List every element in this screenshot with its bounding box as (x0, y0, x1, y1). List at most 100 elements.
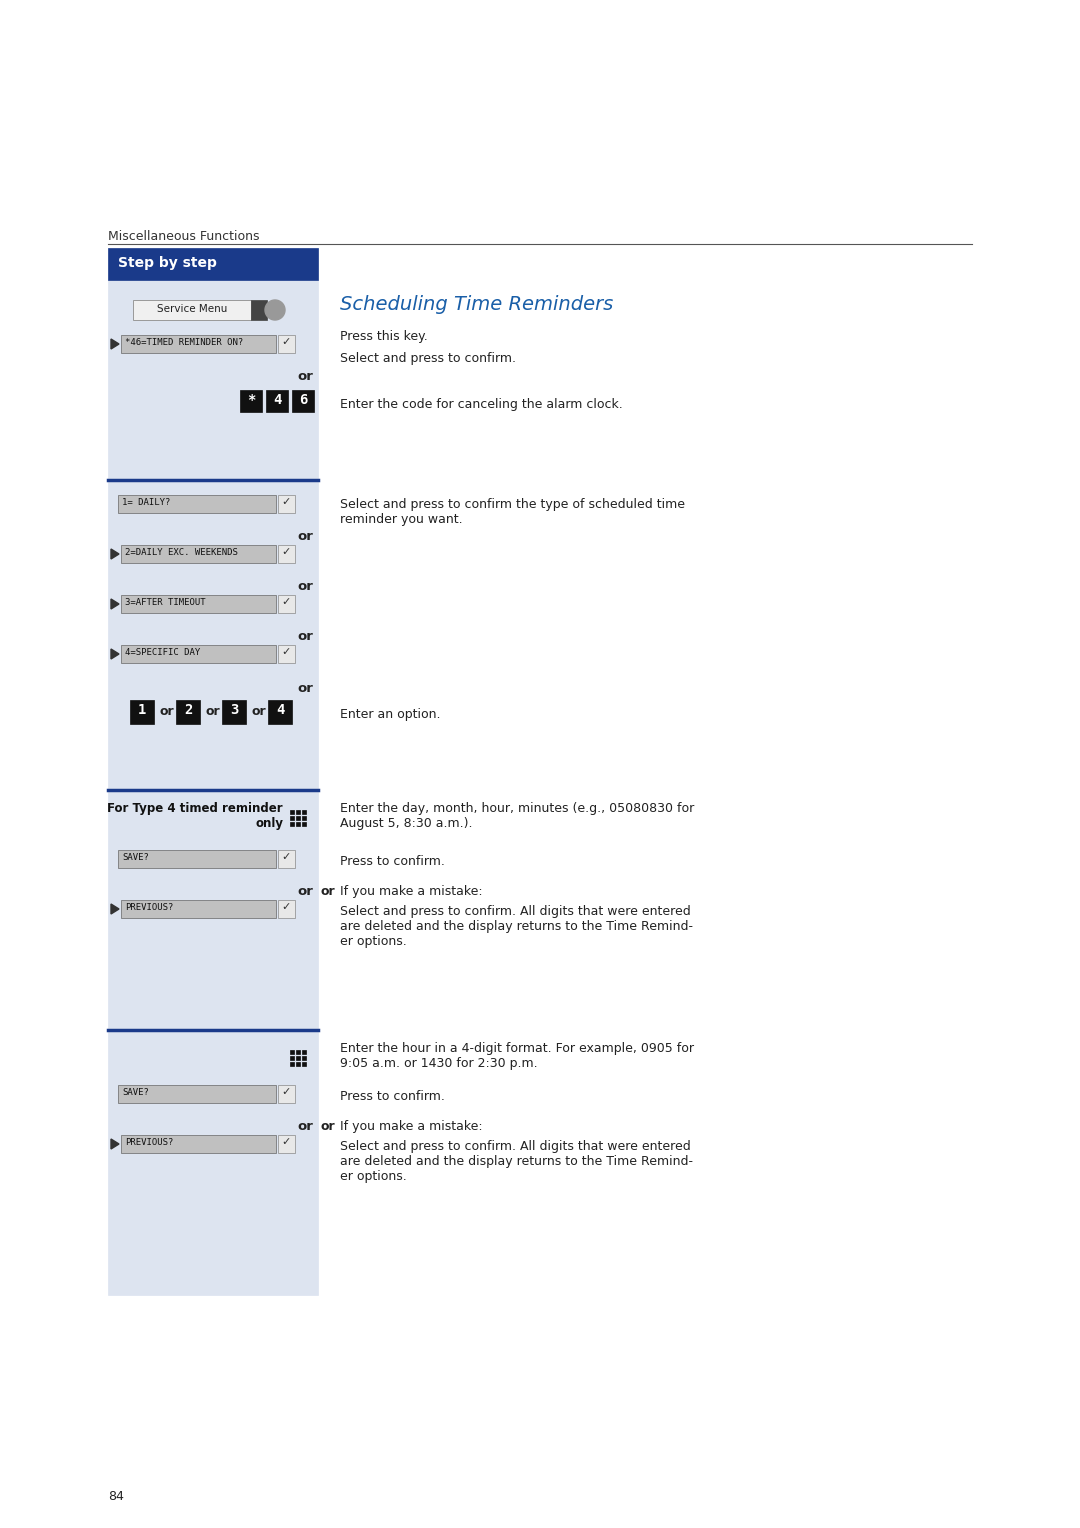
Text: or: or (252, 704, 267, 718)
Text: or: or (297, 630, 313, 643)
Text: ✓: ✓ (281, 497, 291, 507)
Text: or: or (297, 885, 313, 898)
Bar (108, 248, 318, 280)
Polygon shape (111, 599, 119, 610)
Text: Enter the hour in a 4-digit format. For example, 0905 for: Enter the hour in a 4-digit format. For … (340, 1042, 694, 1054)
Bar (133, 299, 251, 319)
Text: Step by step: Step by step (118, 257, 217, 270)
Text: only: only (255, 817, 283, 830)
Text: or: or (321, 1120, 335, 1132)
Text: *46=TIMED REMINDER ON?: *46=TIMED REMINDER ON? (125, 338, 243, 347)
Polygon shape (111, 649, 119, 659)
Text: Select and press to confirm. All digits that were entered: Select and press to confirm. All digits … (340, 1140, 691, 1154)
Bar (278, 850, 295, 868)
Text: er options.: er options. (340, 1170, 407, 1183)
Text: PREVIOUS?: PREVIOUS? (125, 903, 174, 912)
Text: 3=AFTER TIMEOUT: 3=AFTER TIMEOUT (125, 597, 205, 607)
Text: 4: 4 (275, 703, 284, 717)
Bar (108, 480, 318, 790)
Bar (121, 545, 276, 562)
Bar (240, 390, 262, 413)
Text: Enter the day, month, hour, minutes (e.g., 05080830 for: Enter the day, month, hour, minutes (e.g… (340, 802, 694, 814)
Bar (278, 1085, 295, 1103)
Text: Press to confirm.: Press to confirm. (340, 856, 445, 868)
Bar (302, 822, 306, 827)
Bar (291, 822, 294, 827)
Bar (251, 299, 267, 319)
Bar (118, 1085, 276, 1103)
Bar (302, 1062, 306, 1067)
Text: 6: 6 (299, 393, 307, 406)
Text: 4=SPECIFIC DAY: 4=SPECIFIC DAY (125, 648, 200, 657)
Text: Select and press to confirm.: Select and press to confirm. (340, 351, 516, 365)
Bar (121, 594, 276, 613)
Bar (278, 594, 295, 613)
Text: 1: 1 (138, 703, 146, 717)
Text: Press to confirm.: Press to confirm. (340, 1089, 445, 1103)
Text: SAVE?: SAVE? (122, 1088, 149, 1097)
Text: ✓: ✓ (281, 1137, 291, 1148)
Text: 3: 3 (230, 703, 239, 717)
Bar (278, 545, 295, 562)
Bar (266, 390, 288, 413)
Bar (108, 1030, 318, 1296)
Text: Scheduling Time Reminders: Scheduling Time Reminders (340, 295, 613, 313)
Bar (278, 495, 295, 513)
Bar (291, 1062, 294, 1067)
Text: are deleted and the display returns to the Time Remind-: are deleted and the display returns to t… (340, 920, 693, 934)
Text: SAVE?: SAVE? (122, 853, 149, 862)
Bar (121, 1135, 276, 1154)
Text: or: or (206, 704, 220, 718)
Bar (121, 645, 276, 663)
Text: 1= DAILY?: 1= DAILY? (122, 498, 171, 507)
Bar (291, 1050, 294, 1054)
Text: ✓: ✓ (281, 853, 291, 862)
Text: or: or (297, 530, 313, 542)
Text: August 5, 8:30 a.m.).: August 5, 8:30 a.m.). (340, 817, 473, 830)
Bar (118, 850, 276, 868)
Text: PREVIOUS?: PREVIOUS? (125, 1138, 174, 1148)
Polygon shape (111, 905, 119, 914)
Polygon shape (111, 1138, 119, 1149)
Text: ✓: ✓ (281, 547, 291, 558)
Bar (291, 816, 294, 821)
Text: Miscellaneous Functions: Miscellaneous Functions (108, 231, 259, 243)
Text: or: or (297, 681, 313, 695)
Bar (291, 1056, 294, 1060)
Text: are deleted and the display returns to the Time Remind-: are deleted and the display returns to t… (340, 1155, 693, 1167)
Bar (296, 1050, 300, 1054)
Bar (278, 1135, 295, 1154)
Text: If you make a mistake:: If you make a mistake: (340, 885, 483, 898)
Text: 2=DAILY EXC. WEEKENDS: 2=DAILY EXC. WEEKENDS (125, 549, 238, 558)
Bar (278, 335, 295, 353)
Bar (268, 700, 292, 724)
Text: 9:05 a.m. or 1430 for 2:30 p.m.: 9:05 a.m. or 1430 for 2:30 p.m. (340, 1057, 538, 1070)
Text: Select and press to confirm the type of scheduled time: Select and press to confirm the type of … (340, 498, 685, 510)
Polygon shape (111, 549, 119, 559)
Bar (121, 900, 276, 918)
Text: or: or (321, 885, 335, 898)
Text: ✓: ✓ (281, 646, 291, 657)
Bar (121, 335, 276, 353)
Bar (296, 1062, 300, 1067)
Text: or: or (160, 704, 175, 718)
Bar (302, 1056, 306, 1060)
Text: 4: 4 (273, 393, 281, 406)
Text: 2: 2 (184, 703, 192, 717)
Polygon shape (111, 339, 119, 348)
Text: Service Menu: Service Menu (157, 304, 227, 313)
Text: ✓: ✓ (281, 902, 291, 912)
Text: Enter an option.: Enter an option. (340, 707, 441, 721)
Bar (222, 700, 246, 724)
Text: reminder you want.: reminder you want. (340, 513, 462, 526)
Bar (292, 390, 314, 413)
Text: ✓: ✓ (281, 597, 291, 607)
Bar (296, 816, 300, 821)
Bar (302, 810, 306, 814)
Text: ✓: ✓ (281, 338, 291, 347)
Bar (302, 1050, 306, 1054)
Bar (296, 822, 300, 827)
Bar (296, 810, 300, 814)
Text: or: or (297, 370, 313, 384)
Text: Select and press to confirm. All digits that were entered: Select and press to confirm. All digits … (340, 905, 691, 918)
